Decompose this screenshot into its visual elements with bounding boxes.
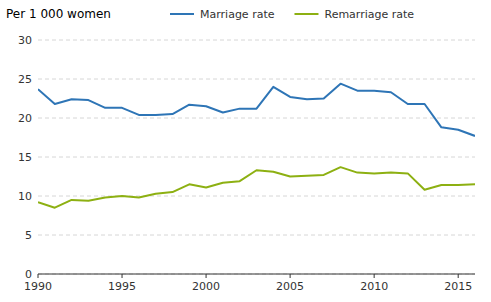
axis-line — [38, 274, 475, 275]
tick-mark — [458, 274, 459, 278]
grid-line — [38, 274, 475, 275]
grid-line — [38, 196, 475, 197]
tick-mark — [374, 274, 375, 278]
tick-mark — [122, 274, 123, 278]
legend: Marriage rate Remarriage rate — [170, 8, 414, 21]
tick-mark — [206, 274, 207, 278]
y-label: Per 1 000 women — [6, 7, 111, 21]
tick-mark — [290, 274, 291, 278]
legend-swatch — [170, 13, 194, 15]
tick-label: 2005 — [276, 280, 304, 293]
x-axis: 1990 1995 2000 2005 2010 2015 — [24, 274, 475, 293]
tick-mark — [38, 274, 39, 278]
grid-line — [38, 118, 475, 119]
grid-line — [38, 40, 475, 41]
y-axis: 051015202530 — [18, 34, 475, 281]
grid-line — [38, 235, 475, 236]
tick-label: 20 — [18, 112, 32, 125]
tick-label: 2015 — [444, 280, 472, 293]
tick-label: 15 — [18, 151, 32, 164]
tick-label: 30 — [18, 34, 32, 47]
series-line — [38, 167, 475, 208]
legend-swatch — [294, 13, 318, 15]
tick-label: 1990 — [24, 280, 52, 293]
grid-line — [38, 157, 475, 158]
tick-label: 25 — [18, 73, 32, 86]
tick-label: 2010 — [360, 280, 388, 293]
lines — [38, 84, 475, 208]
grid-line — [38, 79, 475, 80]
tick-label: 1995 — [108, 280, 136, 293]
tick-label: 5 — [25, 229, 32, 242]
legend-label: Remarriage rate — [324, 8, 414, 21]
tick-label: 2000 — [192, 280, 220, 293]
series-line — [38, 84, 475, 136]
chart: 051015202530199019952000200520102015Per … — [0, 0, 491, 302]
tick-label: 10 — [18, 190, 32, 203]
legend-label: Marriage rate — [200, 8, 275, 21]
